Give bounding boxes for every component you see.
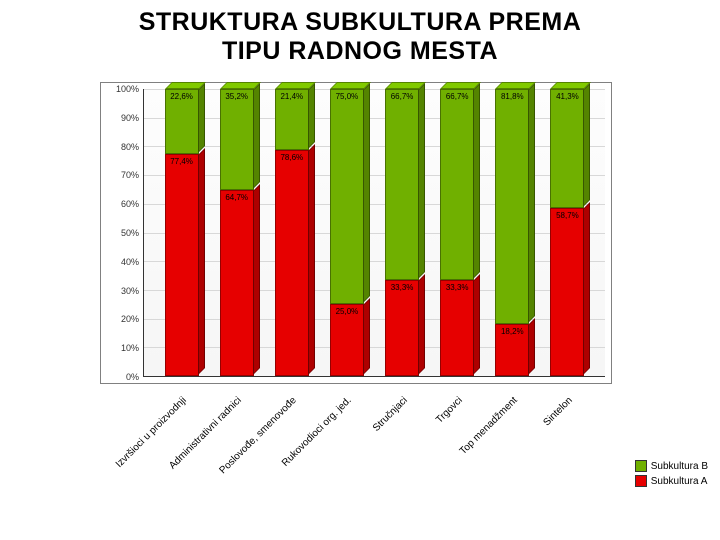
bar-slot: 41,3% 58,7% [550,89,584,376]
title-line-1: STRUKTURA SUBKULTURA PREMA [20,8,700,37]
y-tick-label: 0% [101,372,139,382]
x-tick-label: Top menadžment [458,395,520,457]
x-tick-label: Stručnjaci [371,395,410,434]
bar-value-b: 81,8% [496,92,528,101]
bar-value-b: 41,3% [551,92,583,101]
bar-value-a: 25,0% [331,307,363,316]
bar-slot: 75,0% 25,0% [330,89,364,376]
bar-slot: 66,7% 33,3% [385,89,419,376]
bar-value-a: 78,6% [276,153,308,162]
bar-value-a: 77,4% [166,157,198,166]
legend: Subkultura B Subkultura A [635,457,708,490]
plot-area: 22,6% 77,4% 35,2% 64,7% 21,4% 78,6% 75,0% 25,0%… [143,89,605,377]
y-tick-label: 20% [101,314,139,324]
bar-slot: 35,2% 64,7% [220,89,254,376]
bar-value-b: 21,4% [276,92,308,101]
y-tick-label: 70% [101,170,139,180]
legend-label-b: Subkultura B [651,461,708,472]
bar-value-a: 33,3% [441,283,473,292]
y-tick-label: 30% [101,286,139,296]
y-tick-label: 60% [101,199,139,209]
bar-value-b: 75,0% [331,92,363,101]
y-tick-label: 90% [101,113,139,123]
bar-value-b: 66,7% [386,92,418,101]
bar-value-a: 64,7% [221,193,253,202]
legend-swatch-a [635,475,647,487]
y-tick-label: 80% [101,142,139,152]
x-tick-label: Sintelon [542,395,575,428]
y-tick-label: 100% [101,84,139,94]
title-line-2: TIPU RADNOG MESTA [20,37,700,66]
legend-swatch-b [635,460,647,472]
bar-value-a: 18,2% [496,327,528,336]
bar-value-b: 22,6% [166,92,198,101]
chart-title: STRUKTURA SUBKULTURA PREMA TIPU RADNOG M… [0,0,720,70]
bar-slot: 66,7% 33,3% [440,89,474,376]
bar-value-a: 33,3% [386,283,418,292]
bars-group: 22,6% 77,4% 35,2% 64,7% 21,4% 78,6% 75,0% 25,0%… [144,89,605,376]
y-tick-label: 50% [101,228,139,238]
legend-item-b: Subkultura B [635,460,708,472]
bar-value-a: 58,7% [551,211,583,220]
chart-container: 0% 10% 20% 30% 40% 50% 60% 70% 80% 90% 100% 22,6% 7… [100,82,612,384]
y-tick-label: 40% [101,257,139,267]
bar-value-b: 35,2% [221,92,253,101]
legend-label-a: Subkultura A [651,476,708,487]
bar-slot: 22,6% 77,4% [165,89,199,376]
bar-slot: 21,4% 78,6% [275,89,309,376]
bar-value-b: 66,7% [441,92,473,101]
y-tick-label: 10% [101,343,139,353]
legend-item-a: Subkultura A [635,475,708,487]
x-tick-label: Trgovci [434,395,465,426]
bar-slot: 81,8% 18,2% [495,89,529,376]
